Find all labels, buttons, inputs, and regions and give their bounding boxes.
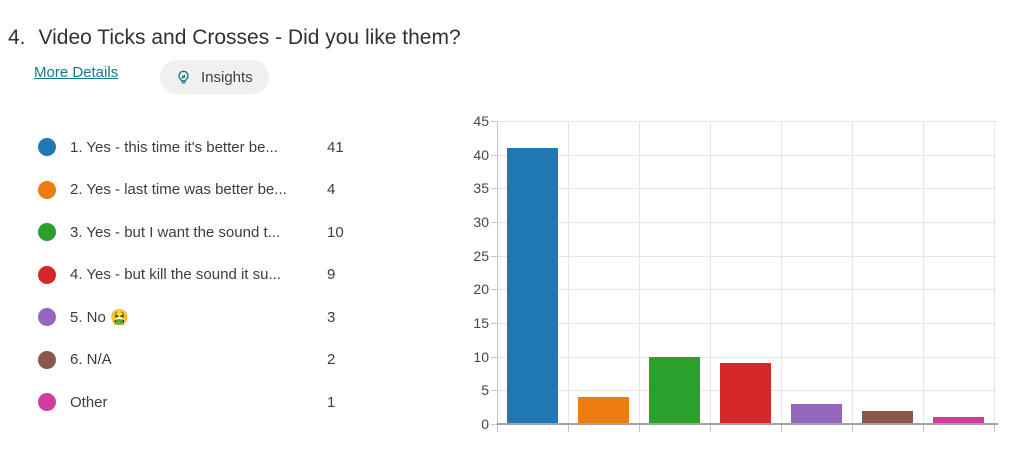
y-axis-label: 0 <box>481 416 489 432</box>
h-gridline <box>497 289 997 291</box>
h-gridline <box>497 188 997 190</box>
legend-item: 6. N/A 2 <box>38 339 368 382</box>
legend-color-dot <box>38 265 56 284</box>
legend: 1. Yes - this time it's better be... 41 2.… <box>38 126 368 424</box>
v-gridline <box>923 121 924 424</box>
y-axis-tick <box>491 356 497 358</box>
legend-color-dot <box>38 308 56 327</box>
legend-item-count: 10 <box>327 223 344 241</box>
legend-item-label: 6. N/A <box>70 351 112 369</box>
question-number: 4. <box>8 26 26 49</box>
x-axis-tick <box>994 424 995 432</box>
y-axis-label: 20 <box>473 281 489 298</box>
y-axis-tick <box>491 154 497 156</box>
bar-segment[interactable] <box>578 397 629 424</box>
question-title-row: 4. Video Ticks and Crosses - Did you like… <box>8 26 461 50</box>
h-gridline <box>497 255 997 257</box>
more-details-link[interactable]: More Details <box>34 64 119 81</box>
question-title: Video Ticks and Crosses - Did you like t… <box>38 26 461 49</box>
legend-color-dot <box>38 138 56 157</box>
legend-item-label: 5. No 🤮 <box>70 309 129 327</box>
legend-item-count: 41 <box>327 138 344 156</box>
legend-item: Other 1 <box>38 381 368 424</box>
y-axis-label: 10 <box>473 348 489 365</box>
y-axis-tick <box>491 390 497 392</box>
legend-color-dot <box>38 223 56 242</box>
v-gridline <box>568 121 569 424</box>
x-axis-tick <box>852 424 853 432</box>
legend-item-label: 2. Yes - last time was better be... <box>70 181 287 199</box>
bar-segment[interactable] <box>791 404 842 424</box>
y-axis-tick <box>491 222 497 223</box>
v-gridline <box>781 121 782 424</box>
bar-segment[interactable] <box>649 357 700 424</box>
v-gridline <box>994 121 995 424</box>
y-axis-tick <box>491 323 497 324</box>
x-axis-tick <box>568 424 569 432</box>
x-axis-tick <box>781 424 782 432</box>
insights-label: Insights <box>201 68 253 86</box>
bar-segment[interactable] <box>507 148 558 424</box>
h-gridline <box>497 154 997 156</box>
legend-item-label: 4. Yes - but kill the sound it su... <box>70 266 281 284</box>
legend-item-label: Other <box>70 393 108 411</box>
x-axis-tick <box>639 424 640 432</box>
legend-item-count: 2 <box>327 351 336 369</box>
bar-chart: 0 5 10 15 20 25 30 35 40 45 <box>455 0 1024 457</box>
x-axis-tick <box>710 424 711 432</box>
y-axis-label: 35 <box>473 180 489 197</box>
y-axis-label: 15 <box>473 315 489 331</box>
v-gridline <box>639 121 640 424</box>
y-axis-label: 45 <box>473 113 489 129</box>
legend-item-count: 3 <box>327 308 336 326</box>
bar-segment[interactable] <box>862 411 913 424</box>
h-gridline <box>497 121 997 122</box>
v-gridline <box>852 121 853 424</box>
lightbulb-icon <box>174 68 193 87</box>
legend-item-count: 4 <box>327 181 336 199</box>
y-axis-line <box>497 121 498 432</box>
y-axis-tick <box>491 121 497 122</box>
legend-item: 1. Yes - this time it's better be... 41 <box>38 126 368 169</box>
h-gridline <box>497 356 997 358</box>
legend-color-dot <box>38 350 56 369</box>
legend-item-label: 3. Yes - but I want the sound t... <box>70 223 281 241</box>
h-gridline <box>497 323 997 324</box>
bar-segment[interactable] <box>933 417 984 424</box>
legend-item-count: 1 <box>327 393 336 411</box>
legend-item-label: 1. Yes - this time it's better be... <box>70 138 278 156</box>
y-axis-tick <box>491 289 497 291</box>
x-axis-line <box>497 423 998 425</box>
y-axis-tick <box>491 255 497 257</box>
y-axis-label: 30 <box>473 214 489 230</box>
legend-item: 4. Yes - but kill the sound it su... 9 <box>38 254 368 297</box>
v-gridline <box>710 121 711 424</box>
y-axis-tick <box>491 188 497 190</box>
legend-color-dot <box>38 180 56 199</box>
legend-color-dot <box>38 393 56 412</box>
y-axis-label: 5 <box>481 382 489 399</box>
h-gridline <box>497 222 997 223</box>
legend-item: 2. Yes - last time was better be... 4 <box>38 169 368 212</box>
x-axis-tick <box>923 424 924 432</box>
legend-item-count: 9 <box>327 266 336 284</box>
y-axis-label: 25 <box>473 247 489 264</box>
bar-segment[interactable] <box>720 363 771 424</box>
legend-item: 3. Yes - but I want the sound t... 10 <box>38 211 368 254</box>
insights-button[interactable]: Insights <box>160 60 269 94</box>
y-axis-tick <box>491 424 497 425</box>
y-axis-label: 40 <box>473 146 489 163</box>
legend-item: 5. No 🤮 3 <box>38 296 368 339</box>
